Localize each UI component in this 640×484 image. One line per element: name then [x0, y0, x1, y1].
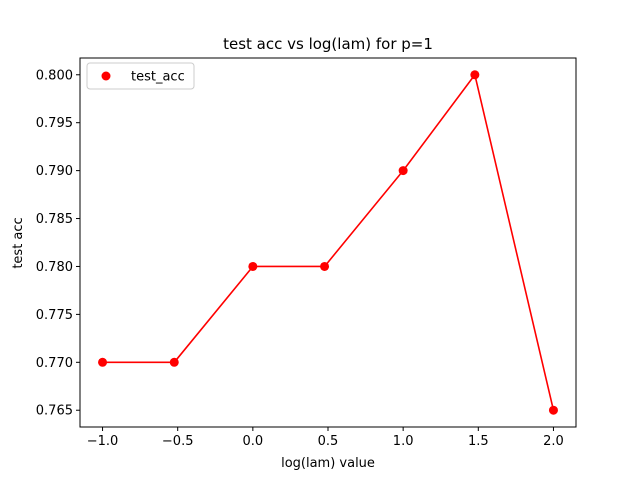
y-axis-label: test acc [11, 217, 26, 268]
y-tick-label: 0.790 [36, 164, 73, 179]
y-tick-label: 0.780 [36, 260, 73, 275]
chart-title: test acc vs log(lam) for p=1 [223, 35, 433, 53]
data-point [320, 261, 330, 271]
x-tick-label: 2.0 [543, 434, 564, 449]
x-tick-label: 1.0 [393, 434, 414, 449]
legend-label: test_acc [131, 70, 185, 85]
data-point [169, 357, 179, 367]
y-tick-label: 0.765 [36, 404, 73, 419]
x-axis-ticks: −1.0 −0.5 0.0 0.5 1.0 1.5 2.0 [87, 427, 564, 449]
y-tick-label: 0.770 [36, 356, 73, 371]
data-point [248, 261, 258, 271]
data-point [548, 405, 558, 415]
x-tick-label: 1.5 [468, 434, 489, 449]
legend-frame [86, 62, 195, 90]
legend-marker [101, 71, 111, 81]
x-tick-label: −1.0 [87, 434, 119, 449]
x-tick-label: −0.5 [162, 434, 194, 449]
data-point [398, 166, 408, 176]
data-point [470, 70, 480, 80]
x-tick-label: 0.0 [243, 434, 264, 449]
legend: test_acc [86, 62, 195, 90]
series-layer [98, 70, 558, 415]
y-tick-label: 0.800 [36, 68, 73, 83]
y-tick-label: 0.785 [36, 212, 73, 227]
y-tick-label: 0.795 [36, 116, 73, 131]
y-axis-ticks: 0.765 0.770 0.775 0.780 0.785 0.790 0.795 0.800 [36, 68, 80, 419]
y-tick-label: 0.775 [36, 308, 73, 323]
x-tick-label: 0.5 [318, 434, 339, 449]
data-point [98, 357, 108, 367]
x-axis-label: log(lam) value [281, 456, 375, 471]
